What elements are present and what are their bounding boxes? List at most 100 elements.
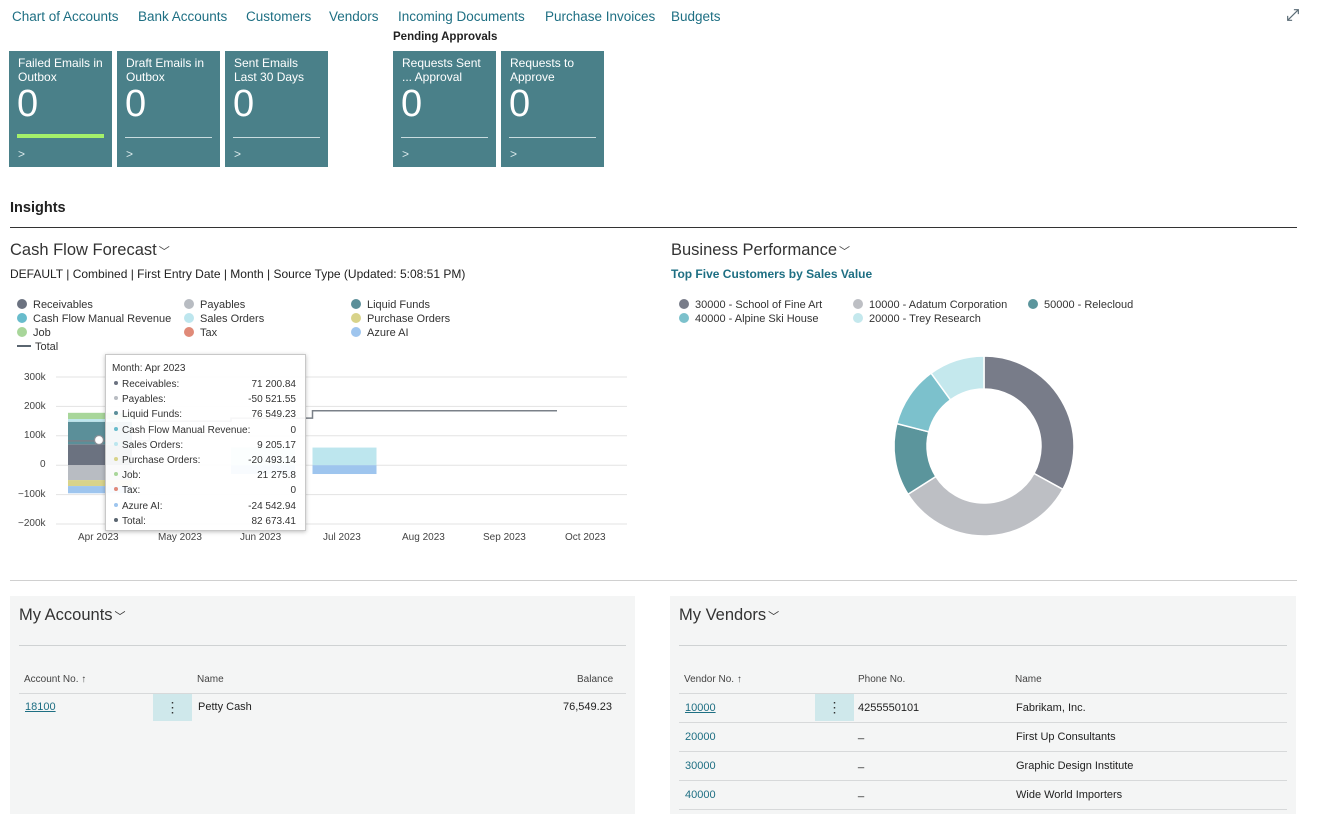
- legend-label: Azure AI: [367, 327, 409, 339]
- tile-requests-sent[interactable]: Requests Sent ... Approval 0 >: [393, 51, 496, 167]
- cashflow-title[interactable]: Cash Flow Forecast ﹀: [10, 241, 170, 260]
- expand-icon[interactable]: [1285, 7, 1301, 23]
- insights-heading: Insights: [10, 200, 66, 216]
- y-tick-label: 200k: [24, 401, 46, 412]
- row-divider: [679, 751, 1287, 752]
- legend-swatch: [184, 327, 194, 337]
- legend-label: Cash Flow Manual Revenue: [33, 313, 172, 325]
- nav-vendors[interactable]: Vendors: [329, 9, 379, 24]
- tooltip-swatch: [114, 472, 118, 477]
- legend-item[interactable]: 30000 - School of Fine Art: [679, 299, 822, 311]
- legend-item[interactable]: 20000 - Trey Research: [853, 313, 981, 325]
- tile-sent-emails[interactable]: Sent Emails Last 30 Days 0 >: [225, 51, 328, 167]
- col-vendor-no[interactable]: Vendor No. ↑: [684, 674, 742, 685]
- tooltip-row: Payables: -50 521.55: [112, 394, 296, 408]
- tile-draft-emails[interactable]: Draft Emails in Outbox 0 >: [117, 51, 220, 167]
- tooltip-label: Sales Orders:: [114, 440, 183, 451]
- vendor-phone: _: [858, 757, 865, 769]
- legend-swatch: [17, 299, 27, 309]
- my-vendors-title[interactable]: My Vendors ﹀: [679, 606, 779, 625]
- x-tick-label: Apr 2023: [78, 532, 119, 543]
- nav-customers[interactable]: Customers: [246, 9, 312, 24]
- tile-failed-emails[interactable]: Failed Emails in Outbox 0 >: [9, 51, 112, 167]
- legend-swatch: [17, 313, 27, 323]
- y-tick-label: 100k: [24, 430, 46, 441]
- tile-value: 0: [233, 83, 255, 125]
- card-divider: [19, 645, 626, 646]
- my-accounts-card: My Accounts ﹀ Account No. ↑ Name Balance …: [10, 596, 635, 814]
- legend-item[interactable]: Total: [17, 341, 58, 353]
- legend-item[interactable]: Payables: [184, 299, 245, 311]
- tooltip-swatch: [114, 441, 118, 446]
- tooltip-swatch: [114, 457, 118, 461]
- x-tick-label: Jun 2023: [240, 532, 282, 543]
- account-balance[interactable]: 76,549.23: [563, 701, 612, 713]
- legend-swatch: [184, 313, 194, 323]
- legend-item[interactable]: 10000 - Adatum Corporation: [853, 299, 1007, 311]
- tile-status-bar: [125, 137, 212, 138]
- legend-label: 10000 - Adatum Corporation: [869, 299, 1008, 311]
- legend-swatch: [17, 327, 27, 337]
- legend-item[interactable]: 40000 - Alpine Ski House: [679, 313, 819, 325]
- tooltip-label: Purchase Orders:: [114, 455, 200, 466]
- y-tick-label: 0: [40, 459, 46, 470]
- bar-segment: [312, 465, 377, 475]
- bar-segment: [312, 447, 377, 466]
- legend-label: 30000 - School of Fine Art: [695, 299, 823, 311]
- legend-label: Payables: [200, 299, 246, 311]
- y-tick-label: −200k: [18, 518, 46, 529]
- donut-slice: [906, 472, 1064, 537]
- card-divider: [679, 645, 1287, 646]
- vendor-no-link[interactable]: 30000: [685, 760, 716, 772]
- tooltip-value: 0: [290, 424, 296, 436]
- vendor-no-link[interactable]: 40000: [685, 789, 716, 801]
- col-balance[interactable]: Balance: [577, 674, 614, 685]
- tile-status-bar: [509, 137, 596, 138]
- col-name[interactable]: Name: [197, 674, 224, 685]
- tile-title: Sent Emails Last 30 Days: [234, 56, 305, 84]
- legend-label: 50000 - Relecloud: [1044, 299, 1134, 311]
- row-divider: [679, 780, 1287, 781]
- donut-slice: [983, 355, 1075, 491]
- my-accounts-title[interactable]: My Accounts ﹀: [19, 606, 126, 625]
- tile-requests-to-approve[interactable]: Requests to Approve 0 >: [501, 51, 604, 167]
- tooltip-row: Receivables: 71 200.84: [112, 379, 296, 393]
- col-phone-no[interactable]: Phone No.: [858, 674, 906, 685]
- chevron-down-icon: ﹀: [114, 611, 126, 623]
- tooltip-value: 9 205.17: [257, 439, 296, 451]
- legend-swatch: [351, 313, 361, 323]
- vendor-no-link[interactable]: 20000: [685, 731, 716, 743]
- col-account-no[interactable]: Account No. ↑: [24, 674, 87, 685]
- legend-item[interactable]: Tax: [184, 327, 217, 339]
- tile-status-bar: [17, 134, 104, 138]
- row-actions-button[interactable]: ⋮: [815, 694, 854, 721]
- legend-item[interactable]: Receivables: [17, 299, 93, 311]
- business-subtitle[interactable]: Top Five Customers by Sales Value: [671, 267, 873, 281]
- insights-divider: [10, 227, 1297, 228]
- x-tick-label: Jul 2023: [323, 532, 361, 543]
- business-title[interactable]: Business Performance ﹀: [671, 241, 850, 260]
- account-no-link[interactable]: 18100: [25, 701, 56, 713]
- legend-item[interactable]: Liquid Funds: [351, 299, 430, 311]
- bar-segment: [68, 412, 132, 420]
- nav-incoming-documents[interactable]: Incoming Documents: [398, 9, 525, 24]
- nav-budgets[interactable]: Budgets: [671, 9, 721, 24]
- legend-item[interactable]: Cash Flow Manual Revenue: [17, 313, 171, 325]
- legend-item[interactable]: Azure AI: [351, 327, 409, 339]
- legend-item[interactable]: Sales Orders: [184, 313, 264, 325]
- nav-purchase-invoices[interactable]: Purchase Invoices: [545, 9, 656, 24]
- vendor-no-link[interactable]: 10000: [685, 702, 716, 714]
- nav-bank-accounts[interactable]: Bank Accounts: [138, 9, 228, 24]
- legend-item[interactable]: 50000 - Relecloud: [1028, 299, 1133, 311]
- legend-item[interactable]: Purchase Orders: [351, 313, 450, 325]
- cashflow-chart: [56, 376, 627, 525]
- nav-chart-of-accounts[interactable]: Chart of Accounts: [12, 9, 119, 24]
- col-name[interactable]: Name: [1015, 674, 1042, 685]
- tile-title: Failed Emails in Outbox: [18, 56, 103, 84]
- tooltip-value: 76 549.23: [251, 409, 297, 421]
- cashflow-subtitle: DEFAULT | Combined | First Entry Date | …: [10, 267, 466, 281]
- legend-label: Sales Orders: [200, 313, 265, 325]
- legend-item[interactable]: Job: [17, 327, 51, 339]
- bar-segment: [68, 486, 132, 494]
- row-actions-button[interactable]: ⋮: [153, 694, 192, 721]
